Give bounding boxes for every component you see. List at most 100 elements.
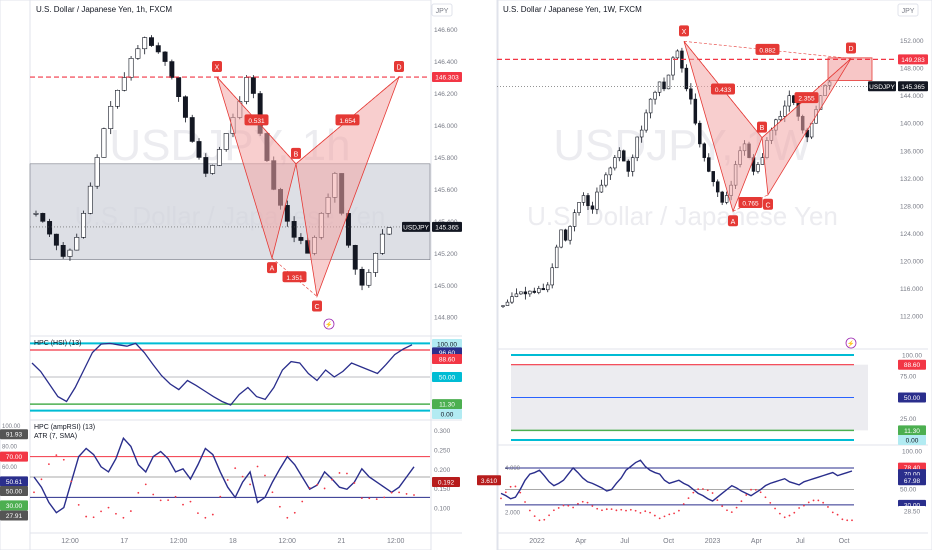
y-tick-label: 120.000 bbox=[900, 258, 924, 265]
atr-dot bbox=[778, 512, 781, 515]
candle-body bbox=[373, 252, 379, 273]
atr-dot bbox=[557, 507, 560, 509]
candle-body bbox=[40, 213, 46, 222]
ind1-low-tag: 0.00 bbox=[906, 438, 919, 445]
symbol-tag: USDJPY bbox=[403, 224, 429, 231]
atr-dot bbox=[601, 509, 603, 512]
point-c-bg bbox=[312, 300, 322, 312]
ind1-green-tag: 11.30 bbox=[439, 402, 455, 409]
atr-dot bbox=[644, 510, 647, 513]
atr-dot bbox=[615, 509, 618, 512]
ind2-low-tag: 28.50 bbox=[904, 509, 921, 516]
point-a-bg bbox=[267, 262, 277, 274]
ind2-low-tag: 27.91 bbox=[6, 513, 23, 520]
candle-body bbox=[724, 195, 729, 203]
atr-tag-bg bbox=[432, 477, 460, 487]
atr-dot bbox=[822, 501, 825, 504]
ind2-mid-tag-bg bbox=[0, 476, 28, 487]
point-x-bg bbox=[212, 61, 222, 73]
ind2-right-tick: 0.100 bbox=[434, 506, 451, 513]
candle-body bbox=[176, 77, 182, 98]
point-a-bg bbox=[728, 215, 738, 227]
candle-body bbox=[519, 291, 523, 295]
candle-body bbox=[639, 129, 644, 138]
atr-dot bbox=[115, 512, 117, 515]
ind1-top-tag-bg bbox=[432, 339, 462, 349]
candle-body bbox=[581, 195, 586, 203]
candle-body bbox=[359, 268, 365, 286]
atr-dot bbox=[649, 511, 651, 514]
candle-body bbox=[572, 212, 577, 227]
point-b-label: B bbox=[760, 125, 765, 132]
candle-body bbox=[216, 149, 222, 166]
atr-dot bbox=[552, 509, 555, 512]
atr-dot bbox=[673, 512, 675, 515]
atr-dot bbox=[605, 508, 608, 511]
point-b-bg bbox=[757, 121, 767, 133]
candle-body bbox=[693, 98, 698, 124]
candle-body bbox=[291, 221, 297, 238]
atr-dot bbox=[562, 504, 565, 507]
candle-body bbox=[568, 226, 572, 241]
candle-body bbox=[698, 122, 702, 145]
atr-dot bbox=[548, 514, 550, 517]
atr-dot bbox=[368, 497, 371, 500]
candle-body bbox=[67, 249, 73, 257]
ratio-bd: 1.654 bbox=[339, 118, 356, 125]
candle-body bbox=[559, 229, 563, 248]
ind1-top-tag: 100.00 bbox=[902, 353, 922, 360]
last-price-label: 145.365 bbox=[901, 84, 925, 91]
chart-right: USDJPY, 1WU.S. Dollar / Japanese YenU.S.… bbox=[496, 0, 932, 551]
candle-body bbox=[577, 202, 581, 213]
atr-dot bbox=[182, 503, 184, 506]
candle-body bbox=[554, 246, 559, 269]
atr-dot bbox=[48, 463, 50, 466]
candle-body bbox=[644, 112, 648, 131]
y-tick-label: 146.000 bbox=[434, 123, 458, 130]
ind1-low-tag: 0.00 bbox=[441, 412, 454, 419]
pattern-xb-line bbox=[216, 76, 297, 165]
atr-dot bbox=[658, 517, 661, 520]
y-tick-label: 112.000 bbox=[900, 313, 923, 320]
atr-dot bbox=[226, 479, 229, 481]
candle-body bbox=[60, 245, 66, 257]
candle-body bbox=[657, 81, 662, 93]
ind2-title: HPC (ampRSI) (13) bbox=[34, 424, 95, 431]
atr-dot bbox=[634, 509, 637, 512]
candle-body bbox=[53, 233, 59, 246]
candle-body bbox=[155, 45, 161, 53]
ind2-mid2-tag-bg bbox=[0, 486, 28, 496]
ind2-title-2: ATR (7, SMA) bbox=[34, 433, 77, 440]
currency-box bbox=[431, 3, 453, 17]
candle-body bbox=[121, 77, 127, 91]
atr-dot bbox=[783, 516, 786, 519]
y-tick-label: 145.200 bbox=[434, 251, 458, 258]
candle-body bbox=[352, 245, 358, 270]
atr-dot bbox=[764, 496, 767, 499]
atr-dot bbox=[33, 491, 35, 494]
point-b-bg bbox=[291, 147, 301, 159]
atr-dot bbox=[538, 519, 541, 522]
atr-dot bbox=[316, 483, 319, 486]
ind1-top-tag-bg bbox=[898, 350, 926, 360]
candle-body bbox=[541, 288, 545, 291]
symbol-tag-bg bbox=[402, 221, 430, 232]
atr-dot bbox=[754, 488, 757, 491]
atr-dot bbox=[500, 497, 502, 500]
atr-dot bbox=[812, 499, 815, 502]
candle-body bbox=[715, 181, 720, 193]
candle-body bbox=[81, 213, 87, 238]
atr-dot bbox=[745, 494, 748, 496]
y-tick-label: 136.000 bbox=[900, 148, 924, 155]
atr-dot bbox=[817, 499, 820, 502]
candle-body bbox=[284, 205, 290, 222]
chart-title: U.S. Dollar / Japanese Yen, 1W, FXCM bbox=[503, 5, 642, 14]
ind2-left-tick: 80.00 bbox=[2, 444, 18, 450]
ind2-line bbox=[500, 459, 853, 502]
atr-dot bbox=[504, 491, 507, 494]
point-x-label: X bbox=[682, 29, 687, 36]
ind2-mid-tag: 70.00 bbox=[904, 472, 921, 479]
atr-dot bbox=[122, 516, 125, 519]
ind2-red-tag-bg bbox=[0, 451, 28, 462]
atr-dot bbox=[625, 509, 627, 512]
